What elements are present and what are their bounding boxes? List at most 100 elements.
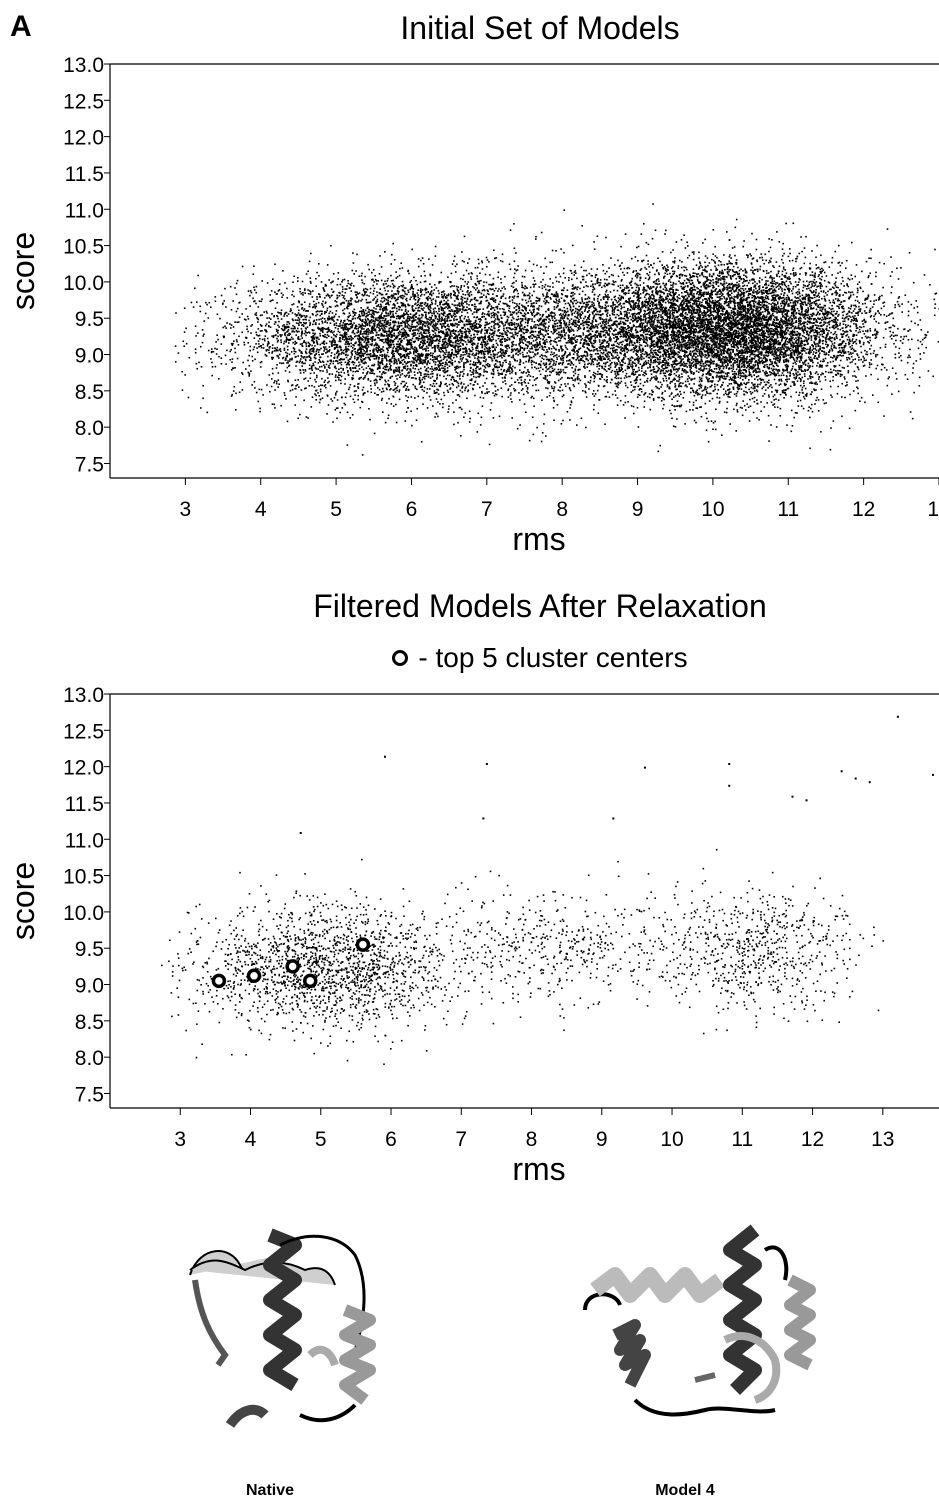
scatter-point [390, 263, 392, 265]
scatter-point [418, 319, 420, 321]
scatter-point [421, 305, 423, 307]
scatter-point [429, 399, 432, 401]
scatter-point [261, 280, 263, 282]
scatter-point [462, 278, 464, 281]
scatter-point [330, 398, 332, 400]
scatter-point [390, 403, 393, 405]
scatter-point [271, 350, 274, 353]
scatter-point [343, 352, 345, 355]
scatter-point [516, 379, 519, 381]
scatter-point [449, 307, 451, 309]
scatter-point [318, 275, 320, 277]
scatter-point [466, 397, 468, 400]
scatter-point [336, 294, 338, 297]
scatter-point [301, 337, 303, 339]
scatter-point [410, 345, 412, 347]
scatter-point [346, 305, 349, 308]
scatter-point [433, 369, 435, 371]
scatter-point [360, 343, 363, 346]
scatter-point [479, 373, 481, 375]
scatter-point [349, 337, 351, 340]
scatter-point [397, 374, 399, 376]
scatter-point [400, 361, 402, 364]
scatter-point [299, 314, 301, 317]
scatter-point [549, 319, 552, 322]
scatter-point [365, 324, 367, 326]
scatter-point [255, 391, 258, 394]
scatter-point [395, 367, 397, 369]
scatter-point [399, 295, 401, 298]
scatter-point [366, 341, 368, 344]
scatter-point [299, 369, 302, 372]
scatter-point [483, 288, 485, 291]
scatter-point [359, 377, 361, 379]
scatter-point [398, 359, 400, 362]
scatter-point [427, 321, 429, 324]
scatter-point [350, 342, 352, 345]
scatter-point [456, 297, 459, 300]
scatter-point [389, 333, 392, 336]
scatter-point [336, 355, 339, 358]
scatter-point [340, 382, 342, 385]
scatter-point [333, 324, 336, 326]
scatter-point [353, 401, 356, 404]
scatter-point [339, 292, 341, 295]
scatter-point [364, 287, 367, 290]
scatter-point [282, 356, 285, 359]
scatter-point [413, 352, 415, 355]
scatter-point [493, 309, 496, 311]
scatter-point [368, 301, 370, 304]
scatter-point [249, 345, 252, 348]
scatter-point [334, 305, 337, 308]
scatter-point [433, 390, 436, 392]
y-tick-label: 11.0 [65, 199, 104, 222]
scatter-point [431, 385, 434, 387]
scatter-point [383, 324, 386, 326]
scatter-point [304, 358, 307, 361]
scatter-point [373, 324, 376, 326]
scatter-point [280, 292, 283, 295]
scatter-point [289, 308, 292, 310]
scatter-point [414, 325, 417, 328]
scatter-point [392, 395, 394, 398]
scatter-point [461, 303, 463, 306]
scatter-point [400, 356, 402, 359]
scatter-point [340, 361, 343, 364]
scatter-point [487, 329, 489, 331]
scatter-point [401, 280, 404, 283]
scatter-point [437, 365, 440, 368]
scatter-point [277, 339, 279, 342]
scatter-point [256, 316, 258, 319]
scatter-point [394, 391, 397, 393]
scatter-point [358, 347, 361, 349]
scatter-point [299, 372, 302, 374]
scatter-point [389, 363, 391, 365]
scatter-point [319, 369, 321, 372]
scatter-point [373, 298, 375, 300]
scatter-point [430, 316, 432, 319]
scatter-point [381, 357, 384, 360]
scatter-point [427, 349, 430, 352]
scatter-point [313, 364, 315, 367]
scatter-point [536, 377, 539, 379]
scatter-point [404, 365, 406, 367]
scatter-point [230, 324, 233, 326]
scatter-point [510, 285, 513, 287]
scatter-point [520, 379, 523, 381]
scatter-point [234, 351, 237, 354]
scatter-point [446, 294, 448, 297]
scatter-point [510, 328, 513, 331]
scatter-point [484, 382, 486, 384]
scatter-point [385, 341, 388, 344]
scatter-point [390, 274, 392, 277]
scatter-point [449, 388, 451, 390]
scatter-point [279, 350, 282, 353]
scatter-point [376, 368, 379, 370]
scatter-point [328, 364, 330, 367]
scatter-point [419, 317, 421, 320]
scatter-point [479, 396, 482, 399]
scatter-point [536, 353, 539, 355]
scatter-point [374, 274, 376, 277]
scatter-point [468, 332, 471, 335]
scatter-point [503, 303, 506, 305]
